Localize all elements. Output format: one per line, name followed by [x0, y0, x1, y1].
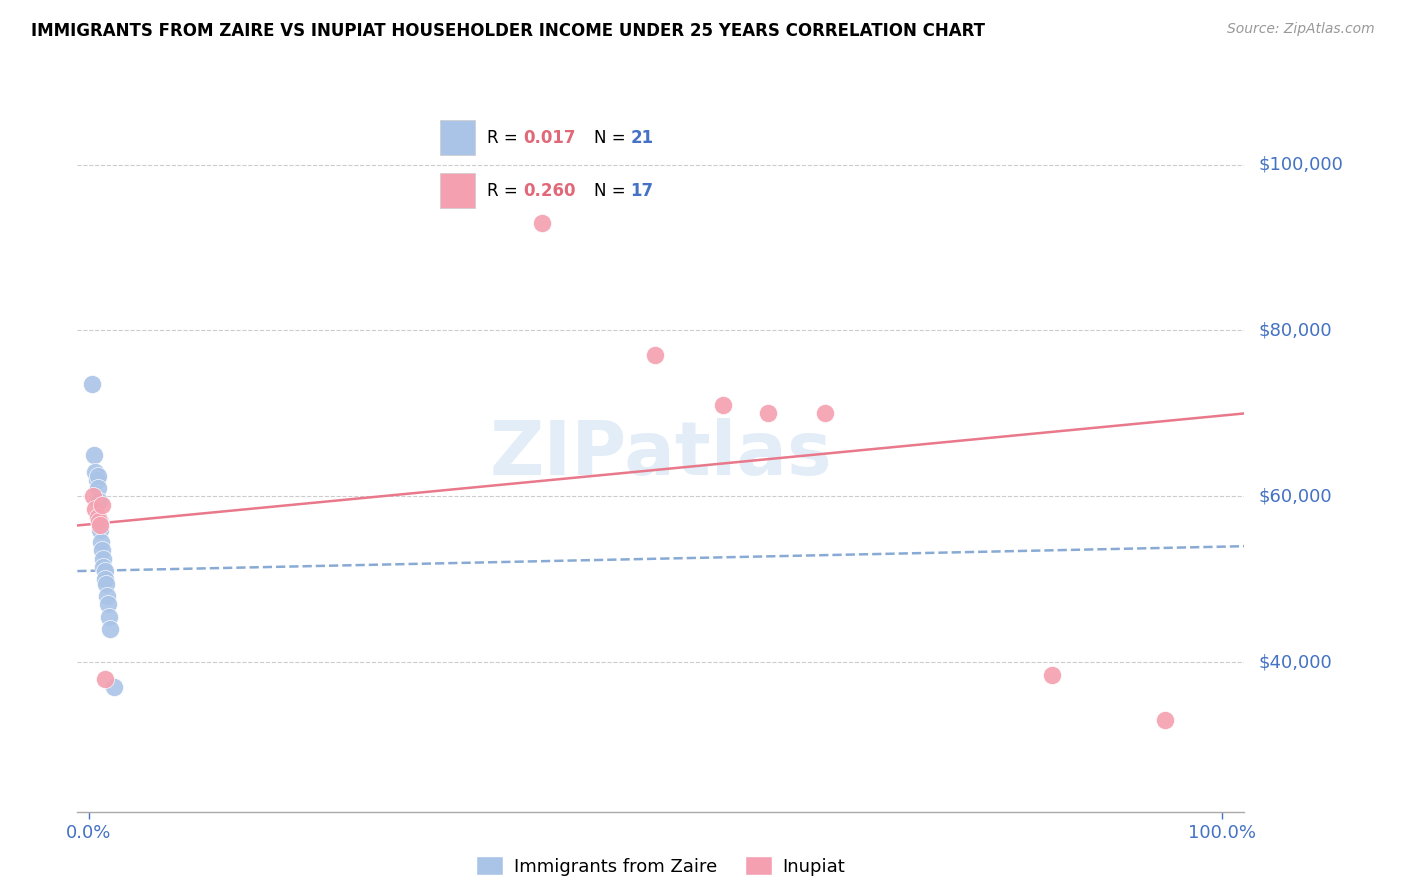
- Point: [94, 576, 117, 591]
- Point: [87, 468, 110, 483]
- Point: [91, 543, 114, 558]
- Point: [87, 481, 110, 495]
- Point: [84, 465, 107, 479]
- Point: [758, 406, 780, 420]
- Text: ZIPatlas: ZIPatlas: [489, 418, 832, 491]
- Point: [91, 498, 114, 512]
- Point: [98, 609, 121, 624]
- Point: [711, 398, 734, 412]
- Point: [87, 493, 110, 508]
- Point: [98, 622, 121, 636]
- Point: [93, 564, 115, 578]
- Point: [86, 473, 108, 487]
- Point: [96, 589, 118, 603]
- Point: [82, 490, 104, 504]
- Legend: Immigrants from Zaire, Inupiat: Immigrants from Zaire, Inupiat: [467, 847, 855, 885]
- Point: [530, 216, 553, 230]
- Text: IMMIGRANTS FROM ZAIRE VS INUPIAT HOUSEHOLDER INCOME UNDER 25 YEARS CORRELATION C: IMMIGRANTS FROM ZAIRE VS INUPIAT HOUSEHO…: [31, 22, 986, 40]
- Point: [89, 514, 111, 528]
- Point: [93, 560, 115, 574]
- Point: [1154, 714, 1177, 728]
- Point: [93, 551, 115, 566]
- Text: $100,000: $100,000: [1258, 155, 1343, 174]
- Point: [644, 348, 666, 362]
- Point: [103, 680, 125, 694]
- Point: [80, 377, 103, 392]
- Text: Source: ZipAtlas.com: Source: ZipAtlas.com: [1227, 22, 1375, 37]
- Point: [1040, 668, 1063, 682]
- Point: [84, 501, 107, 516]
- Point: [97, 597, 120, 611]
- Point: [93, 672, 115, 686]
- Point: [89, 523, 111, 537]
- Point: [83, 448, 105, 462]
- Point: [89, 518, 111, 533]
- Text: $60,000: $60,000: [1258, 487, 1331, 506]
- Point: [90, 535, 112, 549]
- Point: [87, 514, 110, 528]
- Point: [814, 406, 837, 420]
- Point: [93, 573, 115, 587]
- Text: $40,000: $40,000: [1258, 653, 1331, 672]
- Text: $80,000: $80,000: [1258, 321, 1331, 340]
- Point: [87, 510, 110, 524]
